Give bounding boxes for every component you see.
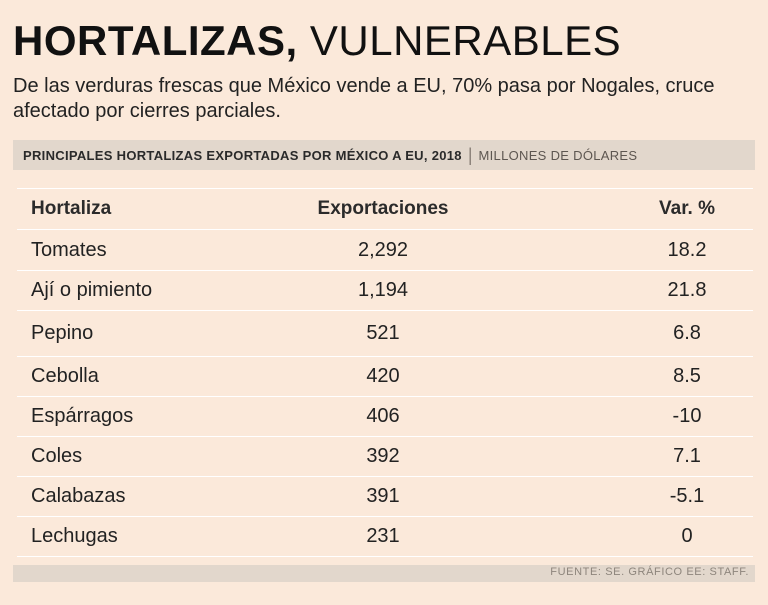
- table-row: Cebolla 420 8.5: [17, 356, 753, 396]
- table-bottom-rule: [17, 556, 753, 557]
- cell-exportaciones: 406: [366, 405, 400, 427]
- cell-var: 21.8: [667, 279, 707, 301]
- cell-exportaciones: 521: [366, 322, 400, 344]
- column-header-exportaciones: Exportaciones: [317, 198, 449, 219]
- cell-var: 18.2: [667, 238, 707, 261]
- table-row: Ají o pimiento 1,194 21.8: [17, 270, 753, 310]
- cell-hortaliza: Lechugas: [31, 525, 118, 547]
- cell-var: -10: [672, 405, 702, 427]
- table-row: Calabazas 391 -5.1: [17, 476, 753, 516]
- cell-exportaciones: 231: [366, 525, 400, 547]
- cell-var: 0: [681, 525, 693, 547]
- page-title: HORTALIZAS, VULNERABLES: [13, 14, 621, 68]
- cell-var: 6.8: [673, 322, 701, 344]
- title-light: VULNERABLES: [309, 17, 622, 64]
- column-header-hortaliza: Hortaliza: [31, 198, 112, 219]
- title-bold: HORTALIZAS,: [13, 17, 298, 64]
- cell-hortaliza: Pepino: [31, 322, 94, 344]
- cell-exportaciones: 2,292: [357, 238, 409, 261]
- cell-exportaciones: 420: [366, 365, 400, 387]
- cell-exportaciones: 391: [366, 485, 400, 507]
- table-row: Espárragos 406 -10: [17, 396, 753, 436]
- table-row: Lechugas 231 0: [17, 516, 753, 556]
- cell-hortaliza: Calabazas: [31, 485, 126, 507]
- title-separator: |: [467, 144, 473, 165]
- table-row: Tomates 2,292 18.2: [17, 229, 753, 270]
- cell-var: 8.5: [673, 365, 701, 387]
- cell-hortaliza: Tomates: [31, 238, 107, 261]
- table-title-bar: PRINCIPALES HORTALIZAS EXPORTADAS POR MÉ…: [13, 140, 755, 170]
- cell-hortaliza: Espárragos: [31, 405, 134, 427]
- table-row: Coles 392 7.1: [17, 436, 753, 476]
- subtitle: De las verduras frescas que México vende…: [13, 75, 715, 122]
- source-credit: FUENTE: SE. GRÁFICO EE: STAFF.: [550, 566, 749, 578]
- cell-exportaciones: 1,194: [357, 279, 409, 301]
- cell-hortaliza: Coles: [31, 445, 83, 467]
- data-table: Hortaliza Exportaciones Var. % Tomates 2,…: [17, 188, 753, 557]
- table-header-row: Hortaliza Exportaciones Var. %: [17, 188, 753, 229]
- cell-exportaciones: 392: [366, 445, 400, 467]
- cell-var: 7.1: [673, 445, 701, 467]
- cell-var: -5.1: [669, 485, 705, 507]
- cell-hortaliza: Ají o pimiento: [31, 279, 153, 301]
- footer-bar: FUENTE: SE. GRÁFICO EE: STAFF.: [13, 565, 755, 582]
- table-row: Pepino 521 6.8: [17, 310, 753, 356]
- cell-hortaliza: Cebolla: [31, 365, 99, 387]
- table-unit: MILLONES DE DÓLARES: [478, 147, 638, 163]
- column-header-var: Var. %: [659, 198, 715, 219]
- table-title: PRINCIPALES HORTALIZAS EXPORTADAS POR MÉ…: [23, 147, 462, 163]
